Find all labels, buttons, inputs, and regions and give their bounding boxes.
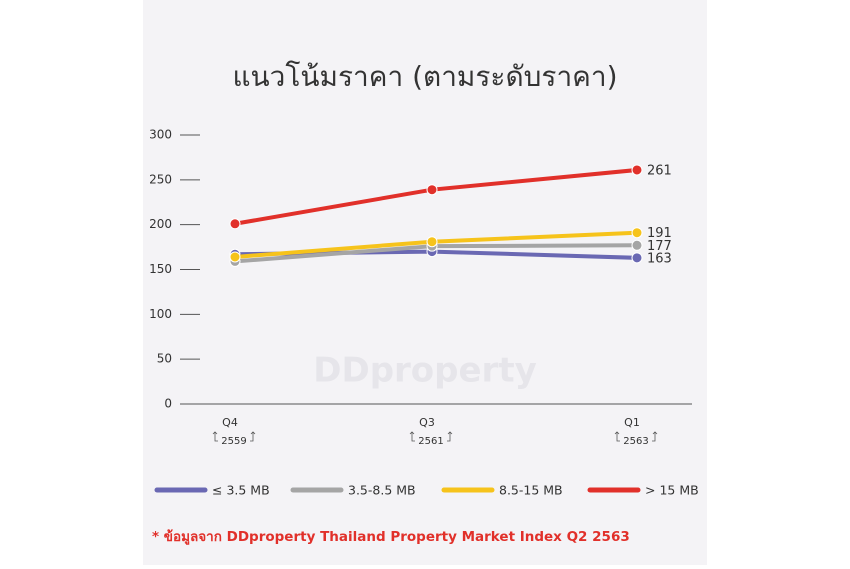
legend-label: 8.5-15 MB <box>499 483 563 498</box>
x-tick-label: Q4 <box>222 416 238 429</box>
watermark: DDproperty <box>313 351 537 391</box>
point <box>631 164 643 176</box>
panel <box>143 0 707 565</box>
value-label: 191 <box>647 226 672 241</box>
point <box>229 218 241 230</box>
value-label: 261 <box>647 163 672 178</box>
point <box>631 227 643 239</box>
year-arrow <box>652 431 658 442</box>
point <box>631 252 643 264</box>
y-tick-label: 200 <box>149 217 172 231</box>
legend-label: 3.5-8.5 MB <box>348 483 416 498</box>
y-tick-label: 300 <box>149 128 172 142</box>
point <box>426 236 438 248</box>
year-arrow <box>409 431 415 442</box>
y-tick-label: 50 <box>157 352 172 366</box>
year-arrow <box>212 431 218 442</box>
x-tick-year: 2561 <box>418 436 443 447</box>
y-tick-label: 250 <box>149 172 172 186</box>
x-tick-year: 2563 <box>623 436 648 447</box>
legend-label: ≤ 3.5 MB <box>212 483 270 498</box>
year-arrow <box>447 431 453 442</box>
year-arrow <box>614 431 620 442</box>
y-tick-label: 100 <box>149 307 172 321</box>
point <box>631 239 643 251</box>
chart-title: แนวโน้มราคา (ตามระดับราคา) <box>232 60 617 93</box>
y-tick-label: 0 <box>164 397 172 411</box>
value-label: 163 <box>647 251 672 266</box>
footnote: * ข้อมูลจาก DDproperty Thailand Property… <box>152 529 630 545</box>
point <box>426 184 438 196</box>
value-label: 177 <box>647 239 672 254</box>
x-tick-label: Q1 <box>624 416 640 429</box>
year-arrow <box>250 431 256 442</box>
legend-label: > 15 MB <box>645 483 699 498</box>
x-tick-year: 2559 <box>221 436 246 447</box>
y-tick-label: 150 <box>149 262 172 276</box>
x-tick-label: Q3 <box>419 416 435 429</box>
point <box>229 251 241 263</box>
